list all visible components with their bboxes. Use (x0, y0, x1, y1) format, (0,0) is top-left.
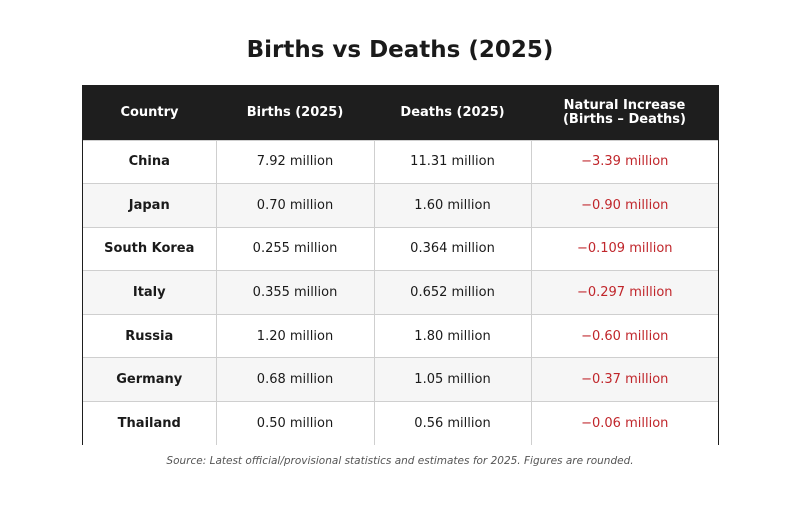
deaths-cell: 0.652 million (373, 270, 531, 315)
column-header-births: Births (2025) (246, 104, 344, 120)
births-cell: 1.20 million (215, 313, 374, 358)
chart-title: Births vs Deaths (2025) (246, 37, 554, 63)
births-cell: 0.70 million (215, 183, 374, 228)
deaths-cell: 1.80 million (373, 313, 531, 358)
column-header-deaths: Deaths (2025) (400, 104, 505, 120)
births-cell: 0.255 million (215, 226, 374, 271)
country-cell: Thailand (83, 401, 216, 446)
table-row: China 7.92 million 11.31 million −3.39 mill… (83, 139, 718, 184)
natural-increase-cell: −3.39 million (530, 139, 718, 184)
births-cell: 7.92 million (215, 139, 374, 184)
country-cell: Japan (83, 183, 216, 228)
country-cell: China (83, 139, 216, 184)
column-header-country: Country (120, 104, 179, 120)
country-cell: Italy (83, 270, 216, 315)
table-header-row: Country Births (2025) Deaths (2025) Natu… (83, 86, 718, 140)
table-row: Japan 0.70 million 1.60 million −0.90 milli… (83, 183, 718, 228)
table-row: Italy 0.355 million 0.652 million −0.297 mi… (83, 270, 718, 315)
data-table: Country Births (2025) Deaths (2025) Natu… (82, 85, 719, 446)
country-cell: Germany (83, 357, 216, 402)
source-note: Source: Latest official/provisional stat… (166, 455, 634, 467)
deaths-cell: 0.56 million (373, 401, 531, 446)
births-cell: 0.68 million (215, 357, 374, 402)
natural-increase-cell: −0.37 million (530, 357, 718, 402)
table-row: South Korea 0.255 million 0.364 million −0.… (83, 226, 718, 271)
births-cell: 0.50 million (215, 401, 374, 446)
natural-increase-cell: −0.109 million (530, 226, 718, 271)
deaths-cell: 1.05 million (373, 357, 531, 402)
table-row: Germany 0.68 million 1.05 million −0.37 mil… (83, 357, 718, 402)
natural-increase-cell: −0.60 million (530, 313, 718, 358)
natural-increase-cell: −0.90 million (530, 183, 718, 228)
deaths-cell: 0.364 million (373, 226, 531, 271)
deaths-cell: 1.60 million (373, 183, 531, 228)
natural-increase-cell: −0.06 million (530, 401, 718, 446)
births-cell: 0.355 million (215, 270, 374, 315)
deaths-cell: 11.31 million (373, 139, 531, 184)
column-header-natural-increase: Natural Increase (Births – Deaths) (562, 97, 686, 127)
table-row: Thailand 0.50 million 0.56 million −0.06 mi… (83, 401, 718, 446)
country-cell: South Korea (83, 226, 216, 271)
table-row: Russia 1.20 million 1.80 million −0.60 mill… (83, 313, 718, 358)
natural-increase-cell: −0.297 million (530, 270, 718, 315)
country-cell: Russia (83, 313, 216, 358)
